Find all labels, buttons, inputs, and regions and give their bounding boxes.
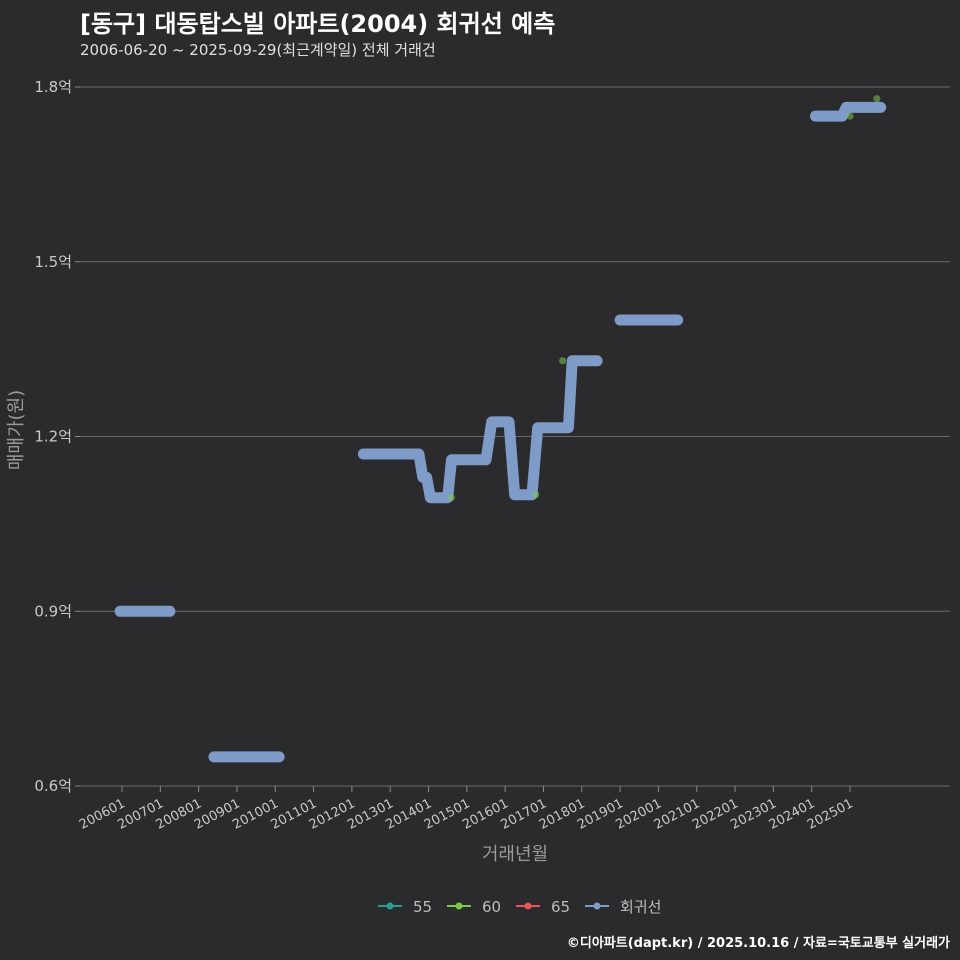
grid-lines [80, 86, 950, 787]
data-point-60 [873, 95, 881, 103]
chart-title: [동구] 대동탑스빌 아파트(2004) 회귀선 예측 [80, 10, 556, 38]
legend-item-65: 65 [516, 898, 570, 916]
y-axis-label: 매매가(원) [6, 390, 27, 470]
data-point-60 [448, 494, 456, 502]
chart-subtitle: 2006-06-20 ~ 2025-09-29(최근계약일) 전체 거래건 [80, 41, 436, 59]
x-axis-label: 거래년월 [482, 844, 548, 865]
x-axis-ticks: 2006012007012008012009012010012011012012… [77, 786, 856, 833]
legend-label: 55 [413, 898, 432, 916]
legend-label: 65 [551, 898, 570, 916]
data-point-layer [448, 95, 881, 502]
regression-line-segment [357, 355, 603, 504]
y-tick-label: 0.9억 [34, 602, 72, 620]
legend-swatch-dot [386, 902, 394, 910]
legend-item-회귀선: 회귀선 [585, 898, 661, 916]
regression-line-segment [810, 101, 887, 122]
source-credit: ©디아파트(dapt.kr) / 2025.10.16 / 자료=국토교통부 실… [566, 936, 950, 951]
legend-swatch-dot [524, 902, 532, 910]
legend-label: 회귀선 [620, 898, 661, 916]
legend-swatch-dot [593, 902, 601, 910]
legend-swatch-dot [455, 902, 463, 910]
data-point-60 [559, 357, 567, 365]
y-tick-label: 1.8억 [34, 78, 72, 96]
regression-line-layer [114, 101, 887, 763]
data-point-60 [846, 112, 854, 120]
y-tick-label: 1.5억 [34, 253, 72, 271]
y-tick-label: 1.2억 [34, 428, 72, 446]
legend-item-55: 55 [378, 898, 432, 916]
legend-item-60: 60 [447, 898, 501, 916]
y-axis-ticks: 0.6억 0.9억 1.2억 1.5억 1.8억 [34, 78, 80, 795]
y-tick-label: 0.6억 [34, 777, 72, 795]
data-point-60 [532, 491, 540, 499]
legend-label: 60 [482, 898, 501, 916]
legend: 55 60 65 회귀선 [378, 898, 661, 916]
